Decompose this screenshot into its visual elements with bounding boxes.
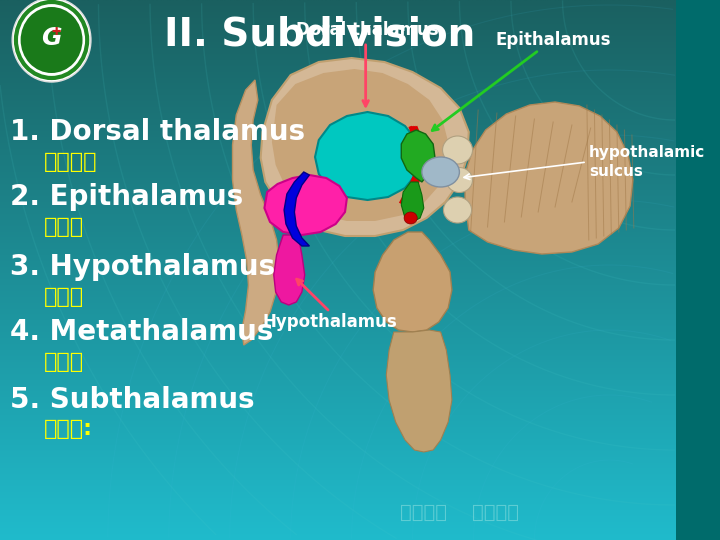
Polygon shape <box>401 130 435 182</box>
Polygon shape <box>233 80 279 345</box>
Text: 3. Hypothalamus: 3. Hypothalamus <box>10 253 275 281</box>
Ellipse shape <box>446 167 472 192</box>
Circle shape <box>12 0 91 82</box>
Text: Epithalamus: Epithalamus <box>495 31 611 49</box>
Text: ✚: ✚ <box>52 27 61 37</box>
Polygon shape <box>284 172 310 246</box>
Polygon shape <box>465 102 633 254</box>
Text: 底丘脑:: 底丘脑: <box>44 419 93 440</box>
Polygon shape <box>373 232 452 332</box>
Polygon shape <box>264 175 347 235</box>
Ellipse shape <box>443 136 472 164</box>
Polygon shape <box>386 330 452 452</box>
Text: 下丘脑: 下丘脑 <box>44 287 84 307</box>
Text: 4. Metathalamus: 4. Metathalamus <box>10 318 274 346</box>
Text: II. Subdivision: II. Subdivision <box>164 15 475 53</box>
Ellipse shape <box>444 197 472 223</box>
Polygon shape <box>261 58 469 236</box>
Polygon shape <box>272 69 448 221</box>
Text: 1. Dorsal thalamus: 1. Dorsal thalamus <box>10 118 305 146</box>
Text: 立德立行    求是求新: 立德立行 求是求新 <box>400 503 519 522</box>
Text: 上丘脑: 上丘脑 <box>44 217 84 237</box>
Polygon shape <box>401 182 424 222</box>
Text: 后丘脑: 后丘脑 <box>44 352 84 372</box>
Circle shape <box>21 7 83 73</box>
Text: 5. Subthalamus: 5. Subthalamus <box>10 386 255 414</box>
Ellipse shape <box>422 157 459 187</box>
Ellipse shape <box>404 212 417 224</box>
Text: G: G <box>41 26 62 50</box>
Text: hypothalamic
sulcus: hypothalamic sulcus <box>589 145 705 179</box>
Polygon shape <box>274 235 305 305</box>
Text: Doral thalamus: Doral thalamus <box>296 21 438 39</box>
Polygon shape <box>315 112 420 200</box>
Text: 背侧丘脑: 背侧丘脑 <box>44 152 97 172</box>
Text: Hypothalamus: Hypothalamus <box>263 313 397 331</box>
Text: 2. Epithalamus: 2. Epithalamus <box>10 183 243 211</box>
